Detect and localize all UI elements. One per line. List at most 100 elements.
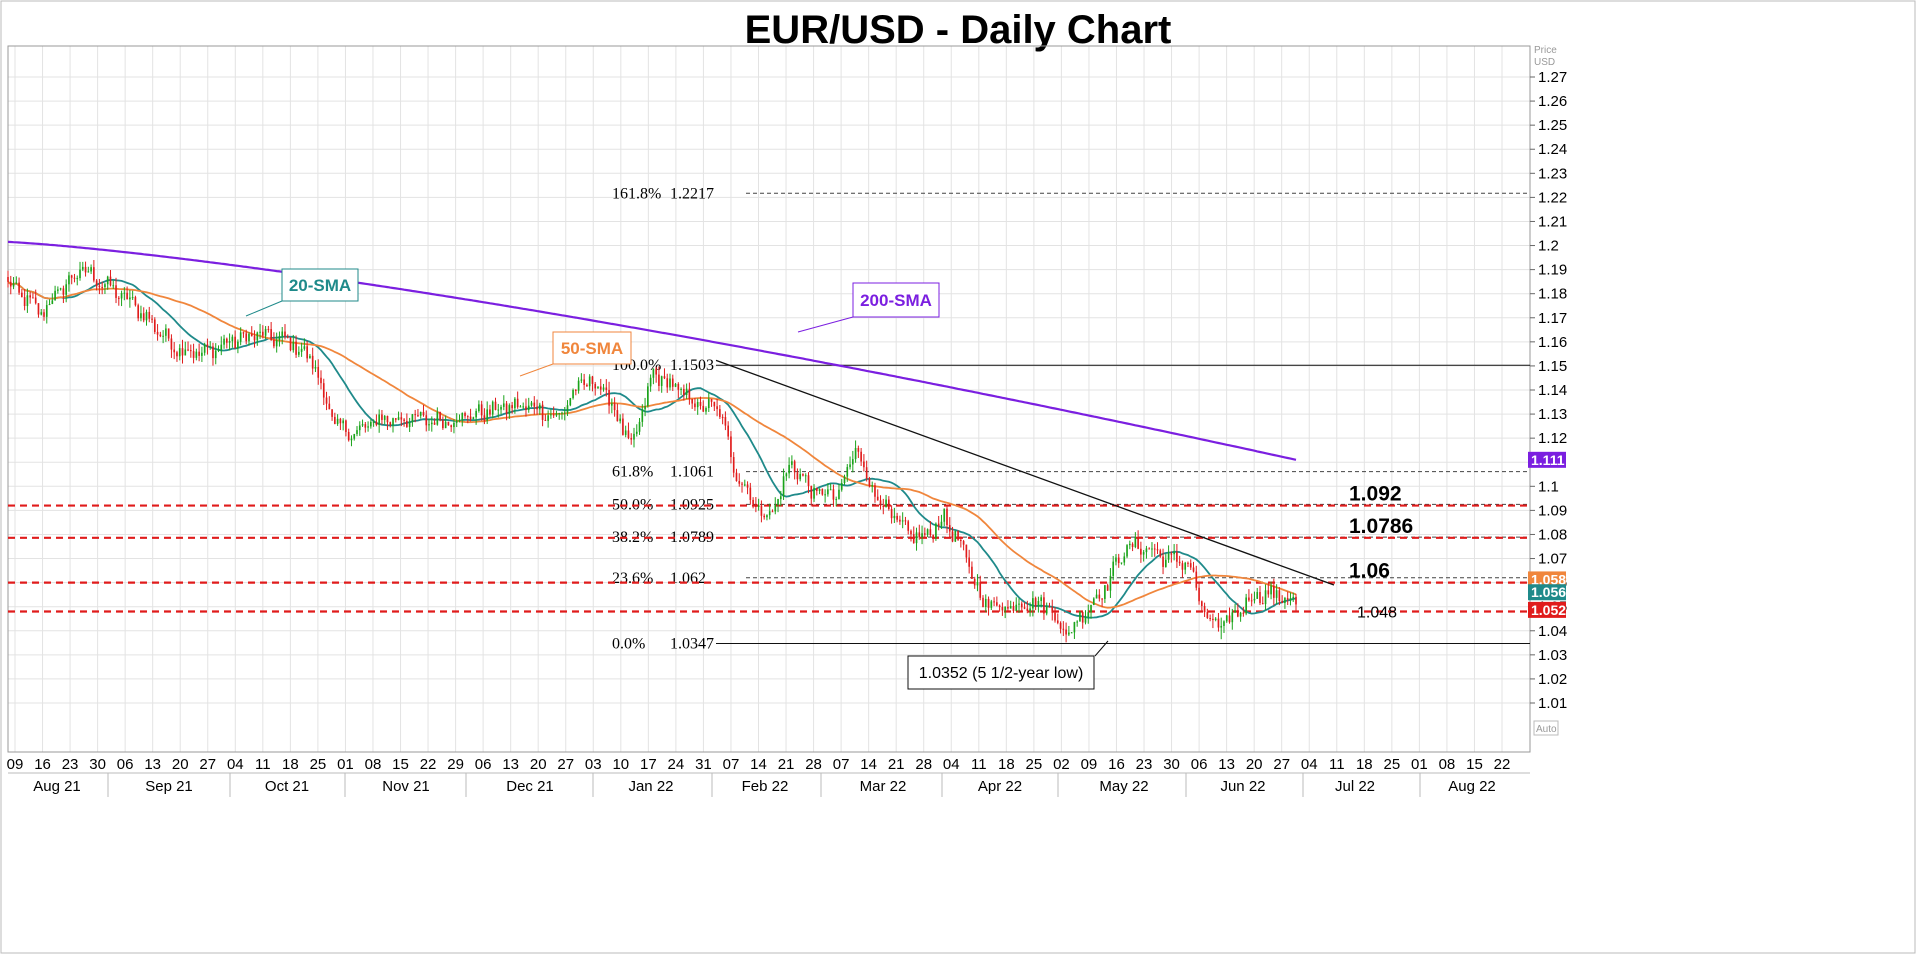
candle-body — [1214, 618, 1217, 620]
candle-body — [666, 378, 669, 388]
candle-body — [397, 417, 400, 420]
candle-body — [29, 295, 31, 298]
candle-body — [1256, 592, 1259, 599]
candle-body — [181, 348, 184, 356]
x-day-label: 11 — [971, 756, 987, 773]
sma20-callout-box — [281, 268, 359, 302]
candle-body — [982, 597, 984, 607]
x-day-label: 18 — [998, 756, 1015, 773]
candle-body — [18, 282, 20, 293]
candle-body — [347, 431, 350, 441]
candle-body — [1281, 601, 1283, 604]
key-level-label: 1.092 — [1349, 483, 1402, 506]
candle-body — [48, 303, 51, 306]
candle-body — [187, 349, 189, 351]
candle-body — [688, 388, 691, 400]
candle-body — [203, 344, 206, 353]
candle-body — [65, 284, 67, 295]
candle-body — [1167, 553, 1170, 560]
candle-body — [93, 267, 95, 281]
x-day-label: 16 — [1108, 756, 1125, 773]
candle-body — [1137, 537, 1139, 549]
candle-body — [212, 346, 214, 359]
candle-body — [1126, 545, 1128, 557]
candle-body — [760, 505, 763, 516]
x-day-label: 04 — [1301, 756, 1318, 773]
candle-body — [250, 333, 253, 337]
x-day-label: 11 — [1329, 756, 1345, 773]
candle-body — [1156, 549, 1159, 551]
candle-body — [1015, 604, 1018, 612]
candle-body — [1270, 585, 1272, 595]
candle-body — [680, 388, 682, 390]
candle-body — [483, 415, 486, 421]
candle-body — [284, 331, 286, 337]
candle-body — [990, 601, 993, 608]
candle-body — [633, 433, 635, 440]
candle-body — [887, 499, 890, 509]
candle-body — [863, 461, 865, 468]
candle-body — [583, 379, 585, 385]
candle-body — [472, 417, 475, 420]
candle-body — [198, 351, 200, 356]
candle-body — [7, 277, 9, 282]
candle-body — [439, 411, 441, 421]
candle-body — [1239, 612, 1242, 617]
candle-body — [638, 421, 641, 432]
candle-body — [788, 464, 790, 474]
candle-body — [968, 557, 970, 567]
price-tag-3 — [1528, 601, 1566, 618]
candle-body — [51, 300, 54, 304]
candle-body — [1145, 548, 1148, 553]
y-tick-label: 1.15 — [1538, 358, 1567, 375]
y-tick-label: 1.1 — [1538, 478, 1559, 495]
candle-body — [12, 283, 15, 287]
candle-body — [1217, 618, 1220, 628]
candle-body — [514, 398, 516, 409]
candle-body — [984, 598, 987, 607]
candle-body — [167, 328, 170, 339]
candle-body — [23, 297, 26, 307]
candle-body — [201, 352, 203, 356]
candle-body — [563, 412, 566, 414]
fib-price-label: 1.1061 — [670, 464, 714, 481]
fib-price-label: 1.2217 — [670, 185, 714, 202]
candle-body — [971, 566, 973, 579]
candle-body — [1187, 562, 1189, 564]
candle-body — [644, 406, 646, 410]
candle-body — [278, 336, 281, 341]
candle-body — [1209, 618, 1211, 620]
candle-body — [142, 313, 145, 321]
candle-body — [594, 383, 597, 389]
x-day-label: 08 — [365, 756, 382, 773]
sma200-callout-pointer — [797, 316, 854, 333]
candle-body — [993, 601, 995, 603]
candle-body — [242, 332, 245, 334]
x-day-label: 06 — [117, 756, 134, 773]
candle-body — [109, 276, 112, 286]
key-level-label: 1.048 — [1357, 605, 1397, 622]
x-day-label: 08 — [1439, 756, 1456, 773]
candle-body — [328, 403, 331, 410]
candle-body — [1164, 559, 1167, 567]
candle-body — [162, 335, 164, 337]
candle-body — [948, 525, 951, 532]
candle-body — [1054, 612, 1056, 621]
candle-body — [314, 366, 317, 369]
candle-body — [76, 278, 79, 280]
candle-body — [1231, 612, 1234, 623]
candle-body — [220, 344, 223, 350]
candle-body — [408, 421, 411, 427]
candle-body — [996, 602, 998, 606]
candle-body — [951, 531, 954, 542]
candle-body — [1098, 594, 1101, 599]
candle-body — [752, 499, 754, 504]
candle-body — [486, 409, 489, 421]
candle-body — [353, 434, 356, 439]
x-day-label: 25 — [1384, 756, 1401, 773]
fib-price-label: 1.1503 — [670, 357, 714, 374]
candle-body — [1242, 612, 1245, 614]
candle-body — [45, 305, 48, 317]
candle-body — [1234, 610, 1236, 613]
candle-body — [134, 297, 137, 306]
